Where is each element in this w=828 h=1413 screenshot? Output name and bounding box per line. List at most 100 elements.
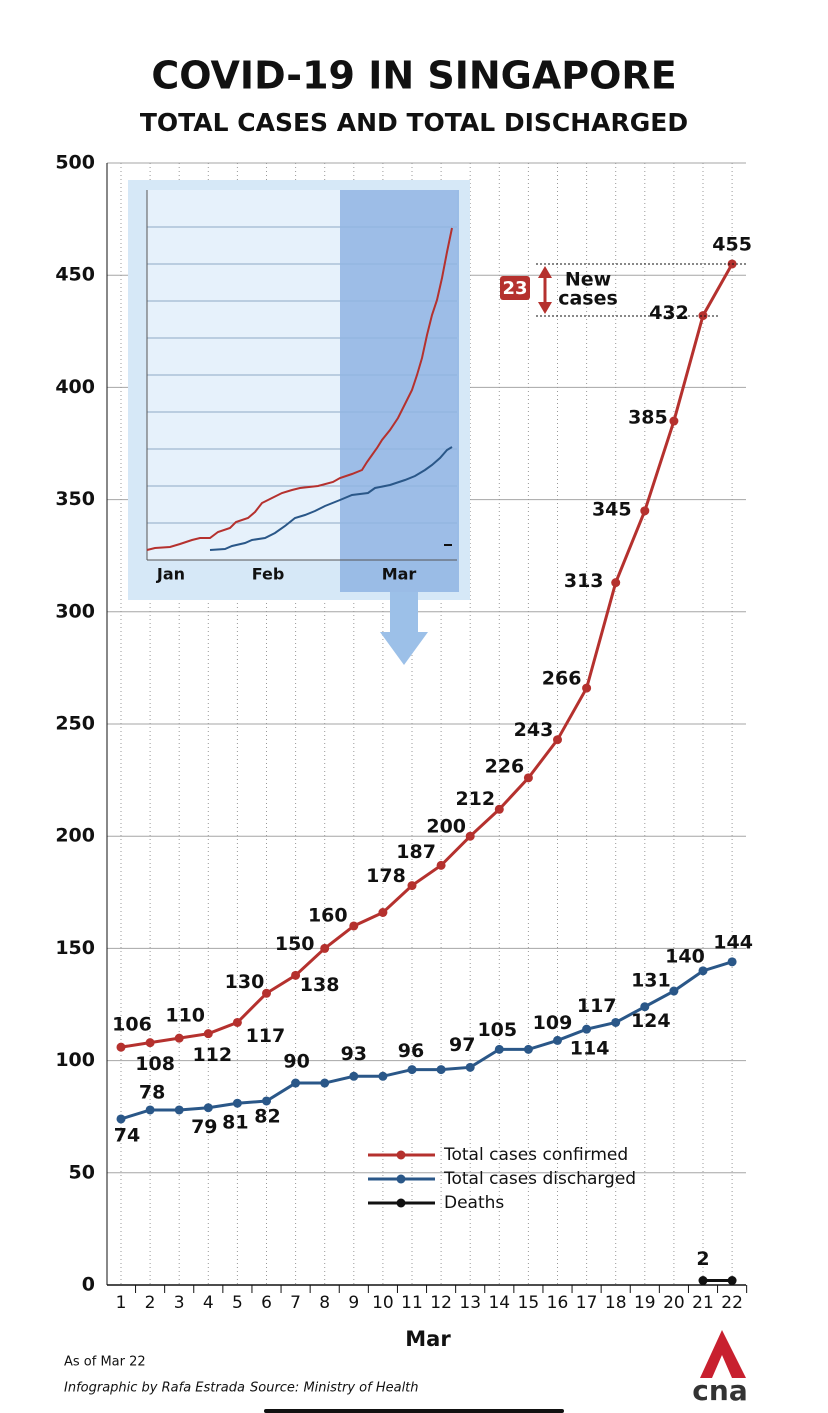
annotation-badge xyxy=(500,276,530,300)
x-tick-label: 10 xyxy=(372,1293,394,1313)
data-point xyxy=(698,1276,708,1286)
data-label: 138 xyxy=(300,974,340,996)
legend-label: Total cases confirmed xyxy=(443,1145,628,1165)
x-tick-label: 17 xyxy=(576,1293,598,1313)
data-label: 130 xyxy=(225,971,265,993)
y-tick-label: 500 xyxy=(55,152,95,174)
data-label: 131 xyxy=(631,970,671,992)
data-point xyxy=(203,1029,213,1039)
y-tick-label: 100 xyxy=(55,1049,95,1071)
home-indicator xyxy=(264,1409,564,1413)
annotation-arrow xyxy=(538,266,552,278)
data-point xyxy=(116,1042,126,1052)
data-point xyxy=(582,1024,592,1034)
data-label: 226 xyxy=(485,755,525,777)
data-point xyxy=(669,416,679,426)
data-label: 140 xyxy=(665,945,705,967)
data-point xyxy=(232,1017,242,1027)
legend-label: Deaths xyxy=(444,1193,504,1213)
x-tick-label: 16 xyxy=(547,1293,569,1313)
inset-line xyxy=(146,227,453,551)
annotation-arrow xyxy=(538,302,552,314)
x-tick-label: 5 xyxy=(232,1293,243,1313)
data-point xyxy=(698,966,708,976)
data-point xyxy=(727,957,737,967)
y-tick-label: 450 xyxy=(55,264,95,286)
x-tick-label: 4 xyxy=(203,1293,214,1313)
data-point xyxy=(116,1114,126,1124)
data-point xyxy=(465,831,475,841)
data-label: 105 xyxy=(477,1019,517,1041)
data-point xyxy=(378,907,388,917)
data-point xyxy=(436,860,446,870)
logo-text: cna xyxy=(692,1374,747,1407)
x-tick-label: 20 xyxy=(663,1293,685,1313)
data-point xyxy=(145,1038,155,1048)
inset-arrow xyxy=(380,632,428,665)
data-point xyxy=(174,1105,184,1115)
chart-subtitle: TOTAL CASES AND TOTAL DISCHARGED xyxy=(140,108,688,137)
data-label: 2 xyxy=(696,1248,709,1270)
x-tick-label: 19 xyxy=(634,1293,656,1313)
data-point xyxy=(407,881,417,891)
data-label: 144 xyxy=(713,931,753,953)
x-tick-label: 2 xyxy=(145,1293,156,1313)
data-label: 74 xyxy=(114,1124,140,1146)
data-point xyxy=(494,1044,504,1054)
data-label: 313 xyxy=(564,570,604,592)
x-tick-label: 15 xyxy=(518,1293,540,1313)
data-point xyxy=(320,943,330,953)
y-tick-label: 300 xyxy=(55,600,95,622)
data-label: 110 xyxy=(165,1005,205,1027)
source: Source: Ministry of Health xyxy=(250,1381,419,1396)
data-point xyxy=(291,1078,301,1088)
annotation: 23 New cases xyxy=(500,263,746,317)
data-label: 212 xyxy=(455,788,495,810)
y-tick-label: 150 xyxy=(55,937,95,959)
y-tick-label: 50 xyxy=(69,1161,95,1183)
annotation-text: cases xyxy=(558,288,618,310)
data-label: 200 xyxy=(426,816,466,838)
data-point xyxy=(232,1098,242,1108)
data-point xyxy=(523,1044,533,1054)
credit: Infographic by Rafa Estrada xyxy=(64,1381,245,1396)
data-label: 93 xyxy=(341,1043,367,1065)
data-point xyxy=(611,578,621,588)
data-label: 97 xyxy=(449,1034,475,1056)
data-label: 150 xyxy=(275,933,315,955)
data-label: 124 xyxy=(631,1010,671,1032)
inset: Jan Feb Mar xyxy=(128,180,470,665)
data-point xyxy=(640,1002,650,1012)
inset-line xyxy=(209,446,453,551)
data-label: 432 xyxy=(649,302,689,324)
data-point xyxy=(145,1105,155,1115)
x-tick-label: 13 xyxy=(459,1293,481,1313)
data-label: 117 xyxy=(246,1025,286,1047)
data-label: 385 xyxy=(628,407,668,429)
data-label: 109 xyxy=(533,1012,573,1034)
data-point xyxy=(349,921,359,931)
data-point xyxy=(553,735,562,745)
inset-label: Jan xyxy=(156,565,185,584)
data-label: 178 xyxy=(366,865,406,887)
data-label: 455 xyxy=(712,233,752,255)
data-label: 243 xyxy=(514,719,554,741)
data-point xyxy=(553,1035,562,1045)
data-label: 78 xyxy=(139,1081,165,1103)
data-label: 114 xyxy=(570,1038,610,1060)
data-point xyxy=(727,1276,737,1286)
data-label: 90 xyxy=(283,1051,309,1073)
data-point xyxy=(262,1096,271,1106)
annotation-text: New xyxy=(565,269,611,291)
y-tick-label: 200 xyxy=(55,825,95,847)
data-label: 187 xyxy=(396,841,436,863)
legend-swatch xyxy=(396,1174,406,1184)
x-tick-label: 22 xyxy=(721,1293,743,1313)
data-label: 79 xyxy=(191,1116,217,1138)
data-point xyxy=(320,1078,330,1088)
data-point xyxy=(494,804,504,814)
x-tick-label: 18 xyxy=(605,1293,627,1313)
